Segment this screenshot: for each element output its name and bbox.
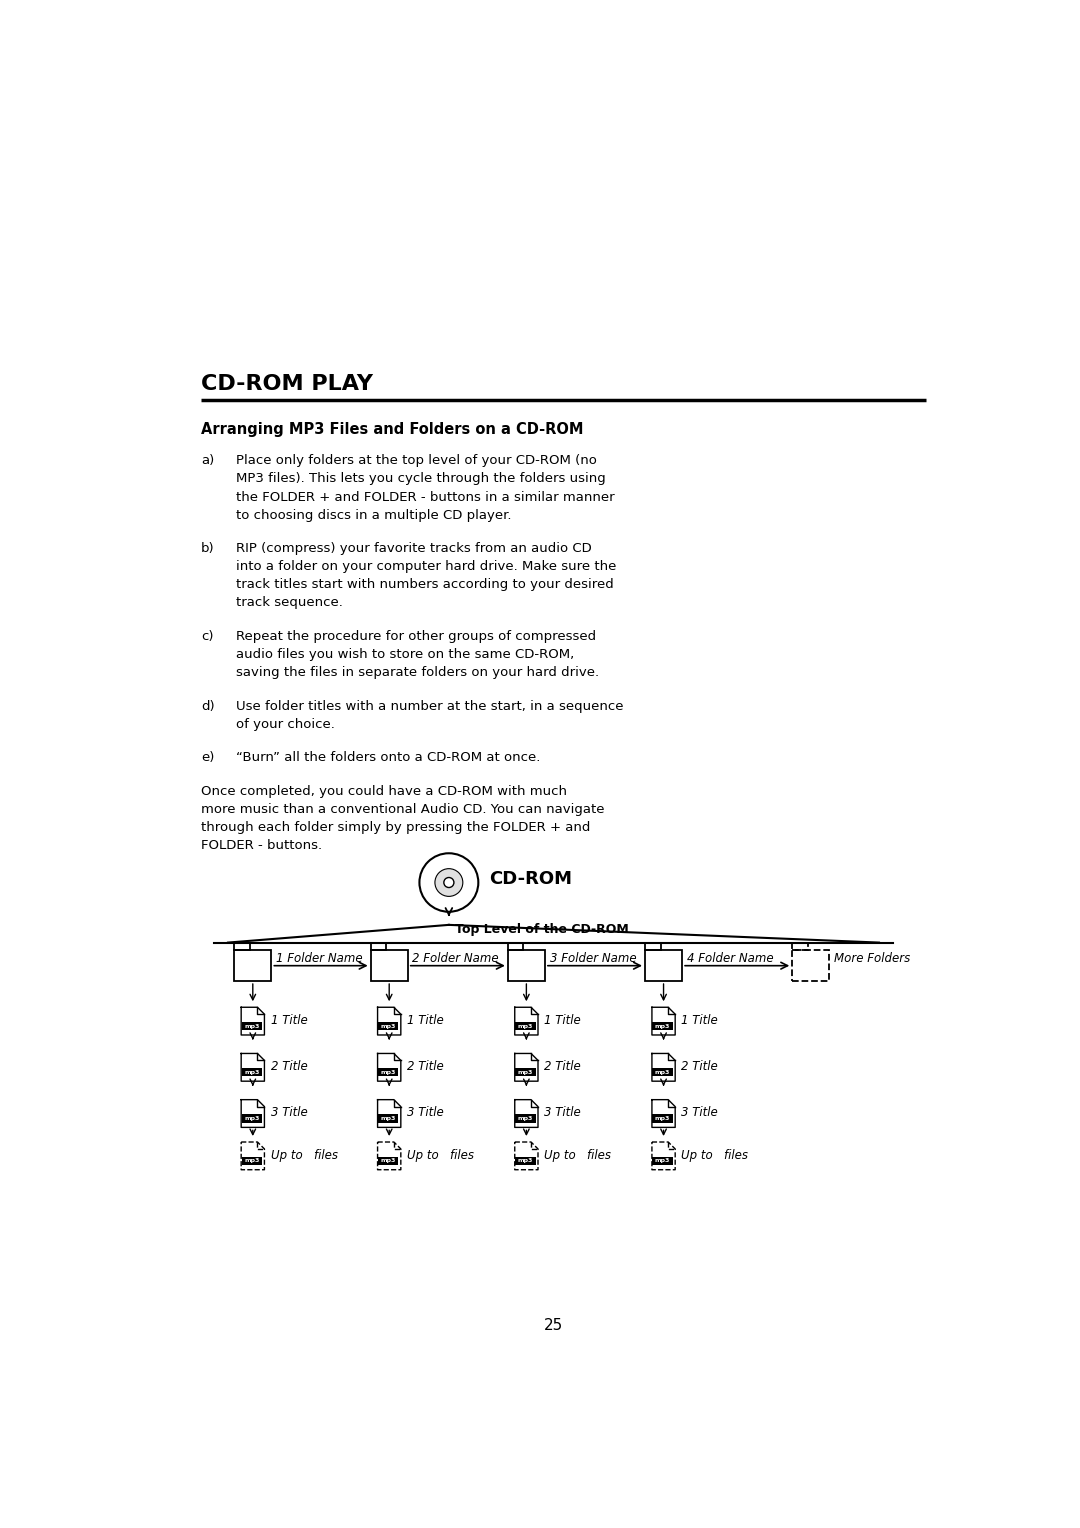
Text: Up to   files: Up to files <box>271 1149 338 1161</box>
Text: b): b) <box>201 542 215 555</box>
Text: 2 Title: 2 Title <box>544 1060 581 1073</box>
Text: of your choice.: of your choice. <box>235 718 335 730</box>
Bar <box>234 943 249 950</box>
Text: 1 Title: 1 Title <box>681 1015 718 1027</box>
Text: mp3: mp3 <box>380 1070 396 1074</box>
Text: 3 Title: 3 Title <box>681 1106 718 1118</box>
Text: Repeat the procedure for other groups of compressed: Repeat the procedure for other groups of… <box>235 630 596 643</box>
Text: more music than a conventional Audio CD. You can navigate: more music than a conventional Audio CD.… <box>201 802 605 816</box>
Bar <box>370 950 408 981</box>
Text: Top Level of the CD-ROM: Top Level of the CD-ROM <box>455 923 629 937</box>
Text: the FOLDER + and FOLDER - buttons in a similar manner: the FOLDER + and FOLDER - buttons in a s… <box>235 490 615 504</box>
Text: MP3 files). This lets you cycle through the folders using: MP3 files). This lets you cycle through … <box>235 472 606 486</box>
Text: Up to   files: Up to files <box>681 1149 748 1161</box>
Text: mp3: mp3 <box>517 1070 534 1074</box>
Bar <box>370 943 387 950</box>
Text: mp3: mp3 <box>380 1115 396 1122</box>
Text: FOLDER - buttons.: FOLDER - buttons. <box>201 839 322 853</box>
Text: Place only folders at the top level of your CD-ROM (no: Place only folders at the top level of y… <box>235 454 596 468</box>
Text: Up to   files: Up to files <box>544 1149 611 1161</box>
Bar <box>508 950 545 981</box>
Text: “Burn” all the folders onto a CD-ROM at once.: “Burn” all the folders onto a CD-ROM at … <box>235 752 540 764</box>
Text: mp3: mp3 <box>380 1024 396 1028</box>
Text: Up to   files: Up to files <box>407 1149 474 1161</box>
Bar <box>234 950 271 981</box>
Text: mp3: mp3 <box>380 1158 396 1163</box>
Bar <box>515 1157 536 1164</box>
Bar <box>515 1114 536 1123</box>
Text: mp3: mp3 <box>244 1115 259 1122</box>
Bar <box>652 1114 673 1123</box>
Text: mp3: mp3 <box>517 1158 534 1163</box>
Bar <box>652 1068 673 1076</box>
Text: 2 Title: 2 Title <box>271 1060 308 1073</box>
Text: to choosing discs in a multiple CD player.: to choosing discs in a multiple CD playe… <box>235 509 511 521</box>
Text: 1 Title: 1 Title <box>271 1015 308 1027</box>
Text: 3 Title: 3 Title <box>544 1106 581 1118</box>
Text: Once completed, you could have a CD-ROM with much: Once completed, you could have a CD-ROM … <box>201 785 567 798</box>
Text: audio files you wish to store on the same CD-ROM,: audio files you wish to store on the sam… <box>235 648 573 662</box>
Text: 4 Folder Name: 4 Folder Name <box>687 952 773 964</box>
Text: e): e) <box>201 752 214 764</box>
Text: mp3: mp3 <box>654 1070 671 1074</box>
Circle shape <box>435 868 463 897</box>
Text: 2 Title: 2 Title <box>407 1060 444 1073</box>
Text: CD-ROM: CD-ROM <box>489 871 572 888</box>
Text: 1 Title: 1 Title <box>544 1015 581 1027</box>
Bar <box>378 1157 399 1164</box>
Text: track titles start with numbers according to your desired: track titles start with numbers accordin… <box>235 579 613 591</box>
Text: mp3: mp3 <box>244 1024 259 1028</box>
Text: mp3: mp3 <box>654 1024 671 1028</box>
Text: d): d) <box>201 700 215 712</box>
Bar <box>242 1157 262 1164</box>
Bar <box>242 1022 262 1030</box>
Bar <box>793 943 808 950</box>
Text: track sequence.: track sequence. <box>235 596 342 610</box>
Text: c): c) <box>201 630 214 643</box>
Text: mp3: mp3 <box>654 1115 671 1122</box>
Text: mp3: mp3 <box>654 1158 671 1163</box>
Bar <box>378 1114 399 1123</box>
Bar <box>645 950 683 981</box>
Text: 3 Folder Name: 3 Folder Name <box>550 952 636 964</box>
Text: 2 Title: 2 Title <box>681 1060 718 1073</box>
Text: through each folder simply by pressing the FOLDER + and: through each folder simply by pressing t… <box>201 821 591 834</box>
Bar <box>645 943 661 950</box>
Bar <box>378 1022 399 1030</box>
Text: More Folders: More Folders <box>834 952 910 964</box>
Text: saving the files in separate folders on your hard drive.: saving the files in separate folders on … <box>235 666 599 678</box>
Text: mp3: mp3 <box>517 1115 534 1122</box>
Text: mp3: mp3 <box>244 1158 259 1163</box>
Text: mp3: mp3 <box>244 1070 259 1074</box>
Text: 25: 25 <box>544 1317 563 1332</box>
Bar <box>242 1068 262 1076</box>
Bar <box>515 1068 536 1076</box>
Text: CD-ROM PLAY: CD-ROM PLAY <box>201 374 373 394</box>
Bar <box>793 950 829 981</box>
Text: RIP (compress) your favorite tracks from an audio CD: RIP (compress) your favorite tracks from… <box>235 542 592 555</box>
Text: 1 Title: 1 Title <box>407 1015 444 1027</box>
Bar <box>515 1022 536 1030</box>
Circle shape <box>444 877 454 888</box>
Text: 2 Folder Name: 2 Folder Name <box>413 952 499 964</box>
Circle shape <box>419 853 478 912</box>
Text: 1 Folder Name: 1 Folder Name <box>276 952 363 964</box>
Text: Arranging MP3 Files and Folders on a CD-ROM: Arranging MP3 Files and Folders on a CD-… <box>201 422 583 437</box>
Bar <box>242 1114 262 1123</box>
Text: 3 Title: 3 Title <box>271 1106 308 1118</box>
Bar <box>508 943 524 950</box>
Bar <box>378 1068 399 1076</box>
Text: a): a) <box>201 454 214 468</box>
Text: into a folder on your computer hard drive. Make sure the: into a folder on your computer hard driv… <box>235 561 616 573</box>
Bar <box>652 1022 673 1030</box>
Bar <box>652 1157 673 1164</box>
Text: mp3: mp3 <box>517 1024 534 1028</box>
Text: Use folder titles with a number at the start, in a sequence: Use folder titles with a number at the s… <box>235 700 623 712</box>
Text: 3 Title: 3 Title <box>407 1106 444 1118</box>
